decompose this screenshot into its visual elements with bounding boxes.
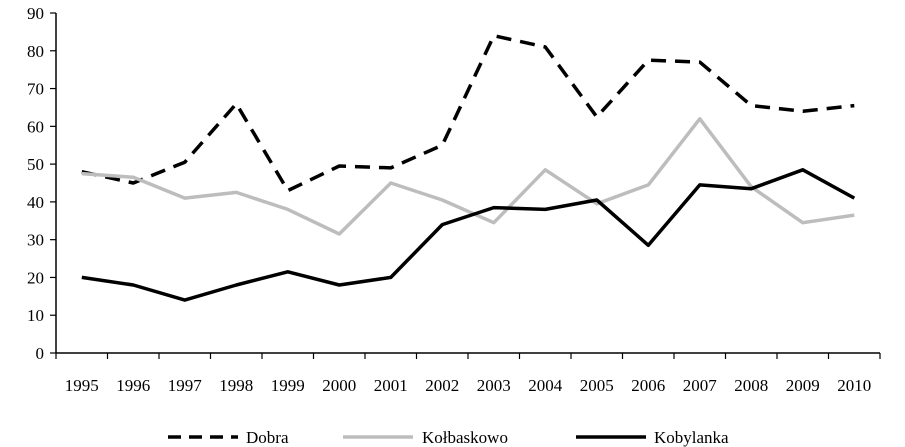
series-group	[81, 33, 856, 302]
y-tick-label: 40	[27, 193, 44, 212]
series-line-ko-baskowo	[81, 117, 855, 236]
x-tick-label: 1995	[65, 376, 99, 395]
x-tick-label: 2002	[425, 376, 459, 395]
x-tick-label: 2007	[683, 376, 718, 395]
x-tick-label: 2006	[631, 376, 665, 395]
x-tick-label: 2005	[580, 376, 614, 395]
x-tick-label: 2001	[374, 376, 408, 395]
y-tick-label: 0	[36, 344, 45, 363]
x-tick-label: 1998	[219, 376, 253, 395]
legend: Dobra Kołbaskowo Kobylanka	[168, 428, 729, 447]
y-tick-label: 60	[27, 117, 44, 136]
x-tick-label: 2000	[322, 376, 356, 395]
x-tick-label: 2004	[528, 376, 563, 395]
chart-axes	[55, 13, 880, 354]
x-tick-label: 2008	[734, 376, 768, 395]
legend-label: Kołbaskowo	[422, 428, 508, 447]
y-tick-label: 90	[27, 4, 44, 23]
x-tick-label: 2003	[477, 376, 511, 395]
y-tick-label: 80	[27, 42, 44, 61]
series-line-kobylanka	[81, 168, 856, 302]
y-tick-group: 0 10 20 30 40 50 60 70 80 90	[27, 4, 56, 363]
x-tick-label: 1996	[116, 376, 150, 395]
series-line-dobra	[81, 33, 855, 193]
x-tick-label: 2010	[837, 376, 871, 395]
y-tick-label: 30	[27, 231, 44, 250]
x-tick-group: 1995 1996 1997 1998 1999 2000 2001 2002 2003 2004…	[55, 353, 881, 395]
x-tick-label: 2009	[786, 376, 820, 395]
y-tick-label: 20	[27, 268, 44, 287]
x-tick-label: 1999	[271, 376, 305, 395]
y-tick-label: 70	[27, 80, 44, 99]
legend-label: Kobylanka	[654, 428, 729, 447]
y-tick-label: 50	[27, 155, 44, 174]
x-tick-label: 1997	[168, 376, 203, 395]
y-tick-label: 10	[27, 306, 44, 325]
legend-label: Dobra	[246, 428, 289, 447]
